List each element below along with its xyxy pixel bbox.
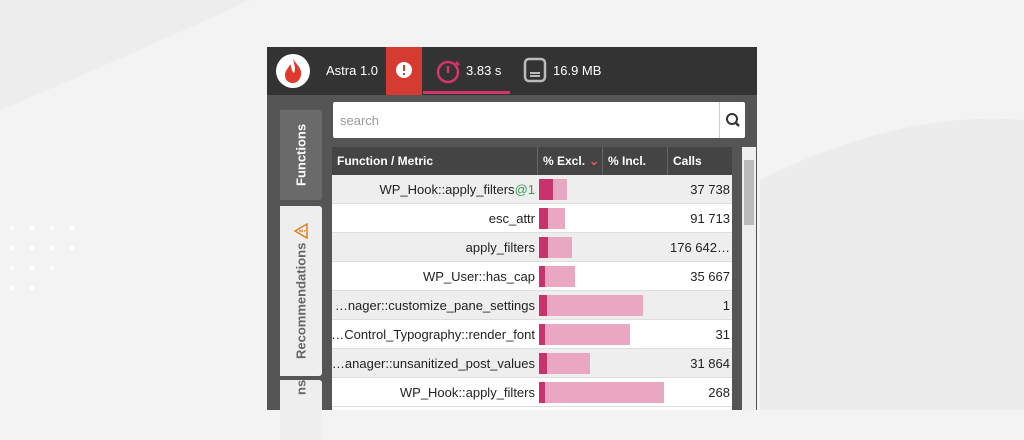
function-name: WP_Hook::apply_filters <box>400 385 535 400</box>
calls: 31 <box>715 327 730 342</box>
panel: Astra 1.0 3.83 s 16.9 MB Functions Recom… <box>267 47 757 440</box>
excl-bar <box>539 237 548 258</box>
column-header[interactable]: Function / Metric <box>332 147 537 175</box>
function-text: …nager::customize_pane_settings <box>334 298 535 313</box>
function-text: …anager::unsanitized_post_values <box>332 356 535 371</box>
tab[interactable]: Functions <box>280 110 322 200</box>
scrollbar <box>742 147 756 410</box>
calls: 31 864 <box>690 356 730 371</box>
tab-label: Functions <box>293 123 309 187</box>
calls: 1 <box>722 298 730 313</box>
search-box[interactable]: search <box>333 102 745 138</box>
calls: 268 <box>708 385 730 400</box>
memory-icon <box>523 57 547 83</box>
table-header: Function / Metric % Excl. ⌄ % Incl. Calls <box>332 147 732 175</box>
function-text: WP_User::has_cap <box>423 269 535 284</box>
tab[interactable]: Recommendations <box>280 206 322 376</box>
excl-bar <box>539 208 548 229</box>
function-name: WP_User::has_cap <box>423 269 535 284</box>
tab[interactable]: ns <box>280 380 322 440</box>
function-text: …Control_Typography::render_font <box>332 327 535 342</box>
table: Function / Metric % Excl. ⌄ % Incl. Calls WP_… <box>332 147 732 410</box>
logo <box>276 54 310 88</box>
scroll-thumb[interactable] <box>744 160 754 225</box>
table-row[interactable]: WP_Hook::apply_filters@1 37 738 <box>332 175 732 204</box>
table-row[interactable]: apply_filters 176 642… <box>332 233 732 262</box>
excl-bar <box>539 295 547 316</box>
table-row[interactable]: …anager::unsanitized_post_values 31 864 <box>332 349 732 378</box>
table-row[interactable]: WP_Hook::apply_filters 268 <box>332 378 732 407</box>
function-name: apply_filters <box>466 240 535 255</box>
search-placeholder: search <box>340 113 380 128</box>
sort-icon: ⌄ <box>589 154 600 168</box>
alert-button[interactable] <box>386 47 422 95</box>
function-text: apply_filters <box>465 240 535 255</box>
incl-bar <box>539 295 643 316</box>
incl-bar <box>539 266 575 287</box>
column-title: Function / Metric <box>337 154 433 168</box>
excl-bar <box>539 382 546 403</box>
timer-icon <box>436 60 460 84</box>
search-button[interactable] <box>719 102 745 138</box>
table-row[interactable]: …nager::customize_pane_settings 1 <box>332 291 732 320</box>
excl-bar <box>539 324 546 345</box>
function-name: WP_Hook::apply_filters@1 <box>379 182 535 197</box>
incl-bar <box>539 382 665 403</box>
calls: 35 667 <box>690 269 730 284</box>
column-header[interactable]: Calls <box>667 147 732 175</box>
incl-bar <box>539 324 630 345</box>
calls: 37 738 <box>690 182 730 197</box>
background-shapes <box>9 225 75 291</box>
table-row[interactable]: esc_attr 91 713 <box>332 204 732 233</box>
calls: 91 713 <box>690 211 730 226</box>
excl-bar <box>539 179 554 200</box>
function-name: esc_attr <box>489 211 535 226</box>
time: 3.83 s <box>466 63 502 78</box>
memory: 16.9 MB <box>553 63 602 78</box>
column-header[interactable]: % Incl. <box>602 147 667 175</box>
function-text: WP_Hook::apply_filters <box>379 182 515 197</box>
tab-label: ns <box>293 380 309 396</box>
column-title: % Excl. <box>543 154 586 168</box>
function-suffix: @1 <box>514 182 535 197</box>
active-indicator <box>423 91 510 94</box>
function-text: esc_attr <box>488 211 535 226</box>
top-bar: Astra 1.0 3.83 s 16.9 MB <box>267 47 757 95</box>
app-name: Astra 1.0 <box>326 63 379 78</box>
function-name: …Control_Typography::render_font <box>332 327 535 342</box>
function-text: WP_Hook::apply_filters <box>399 385 535 400</box>
tab-label: Recommendations <box>293 242 309 360</box>
excl-bar <box>539 266 546 287</box>
column-header[interactable]: % Excl. ⌄ <box>537 147 602 175</box>
excl-bar <box>539 353 547 374</box>
function-name: …anager::unsanitized_post_values <box>332 356 535 371</box>
table-row[interactable]: …Control_Typography::render_font 31 <box>332 320 732 349</box>
function-name: …nager::customize_pane_settings <box>335 298 535 313</box>
table-row[interactable]: WP_User::has_cap 35 667 <box>332 262 732 291</box>
page: Astra 1.0 3.83 s 16.9 MB Functions Recom… <box>9 47 757 440</box>
calls: 176 642… <box>670 240 730 255</box>
incl-bar <box>539 353 591 374</box>
column-title: % Incl. <box>608 154 647 168</box>
column-title: Calls <box>673 154 702 168</box>
